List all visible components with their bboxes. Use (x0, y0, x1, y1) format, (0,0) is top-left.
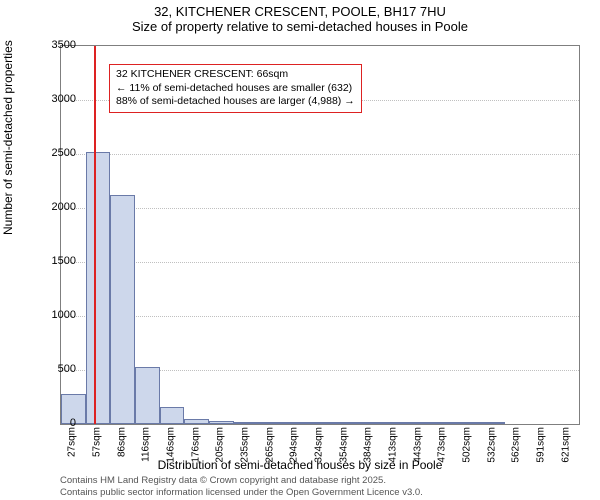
y-axis-label: Number of semi-detached properties (1, 40, 15, 235)
histogram-bar (382, 422, 407, 424)
histogram-bar (234, 422, 259, 424)
histogram-bar (357, 422, 382, 424)
histogram-bar (456, 422, 481, 424)
x-tick-label: 176sqm (190, 427, 201, 463)
x-tick-label: 146sqm (166, 427, 177, 463)
y-gridline (61, 262, 579, 263)
x-tick-label: 562sqm (511, 427, 522, 463)
histogram-bar (431, 422, 456, 424)
histogram-bar (86, 152, 111, 424)
x-tick-label: 591sqm (536, 427, 547, 463)
y-tick-label: 1000 (36, 309, 76, 321)
x-tick-label: 205sqm (215, 427, 226, 463)
histogram-bar (480, 422, 505, 424)
histogram-bar (406, 422, 431, 424)
chart-plot-area: 32 KITCHENER CRESCENT: 66sqm ← 11% of se… (60, 45, 580, 425)
chart-title: 32, KITCHENER CRESCENT, POOLE, BH17 7HU … (0, 4, 600, 34)
histogram-bar (110, 195, 135, 424)
y-tick-label: 3000 (36, 93, 76, 105)
title-line1: 32, KITCHENER CRESCENT, POOLE, BH17 7HU (0, 4, 600, 19)
x-tick-label: 621sqm (560, 427, 571, 463)
annotation-line2: ← 11% of semi-detached houses are smalle… (116, 82, 355, 96)
y-tick-label: 500 (36, 363, 76, 375)
x-tick-label: 443sqm (412, 427, 423, 463)
annotation-line1: 32 KITCHENER CRESCENT: 66sqm (116, 68, 355, 82)
histogram-bar (332, 422, 357, 424)
x-tick-label: 384sqm (363, 427, 374, 463)
y-gridline (61, 154, 579, 155)
y-tick-label: 2500 (36, 147, 76, 159)
credits-line2: Contains public sector information licen… (60, 487, 423, 498)
x-tick-label: 235sqm (240, 427, 251, 463)
x-tick-label: 57sqm (92, 427, 103, 457)
y-tick-label: 1500 (36, 255, 76, 267)
histogram-bar (308, 422, 333, 424)
x-tick-label: 354sqm (338, 427, 349, 463)
x-tick-label: 265sqm (264, 427, 275, 463)
y-tick-label: 2000 (36, 201, 76, 213)
y-tick-label: 3500 (36, 39, 76, 51)
histogram-bar (135, 367, 160, 424)
annotation-line3: 88% of semi-detached houses are larger (… (116, 95, 355, 109)
x-tick-label: 502sqm (462, 427, 473, 463)
histogram-bar (283, 422, 308, 424)
x-tick-label: 27sqm (67, 427, 78, 457)
x-tick-label: 473sqm (437, 427, 448, 463)
x-tick-label: 532sqm (486, 427, 497, 463)
histogram-bar (160, 407, 185, 424)
credits: Contains HM Land Registry data © Crown c… (60, 475, 423, 498)
x-tick-label: 116sqm (141, 427, 152, 462)
credits-line1: Contains HM Land Registry data © Crown c… (60, 475, 423, 486)
x-tick-label: 86sqm (116, 427, 127, 457)
y-gridline (61, 208, 579, 209)
x-tick-label: 413sqm (388, 427, 399, 463)
histogram-bar (209, 421, 234, 424)
histogram-bar (258, 422, 283, 424)
title-line2: Size of property relative to semi-detach… (0, 19, 600, 34)
x-tick-label: 294sqm (289, 427, 300, 463)
y-gridline (61, 316, 579, 317)
histogram-bar (184, 419, 209, 424)
marker-annotation: 32 KITCHENER CRESCENT: 66sqm ← 11% of se… (109, 64, 362, 113)
x-tick-label: 324sqm (314, 427, 325, 463)
marker-line (94, 46, 96, 424)
